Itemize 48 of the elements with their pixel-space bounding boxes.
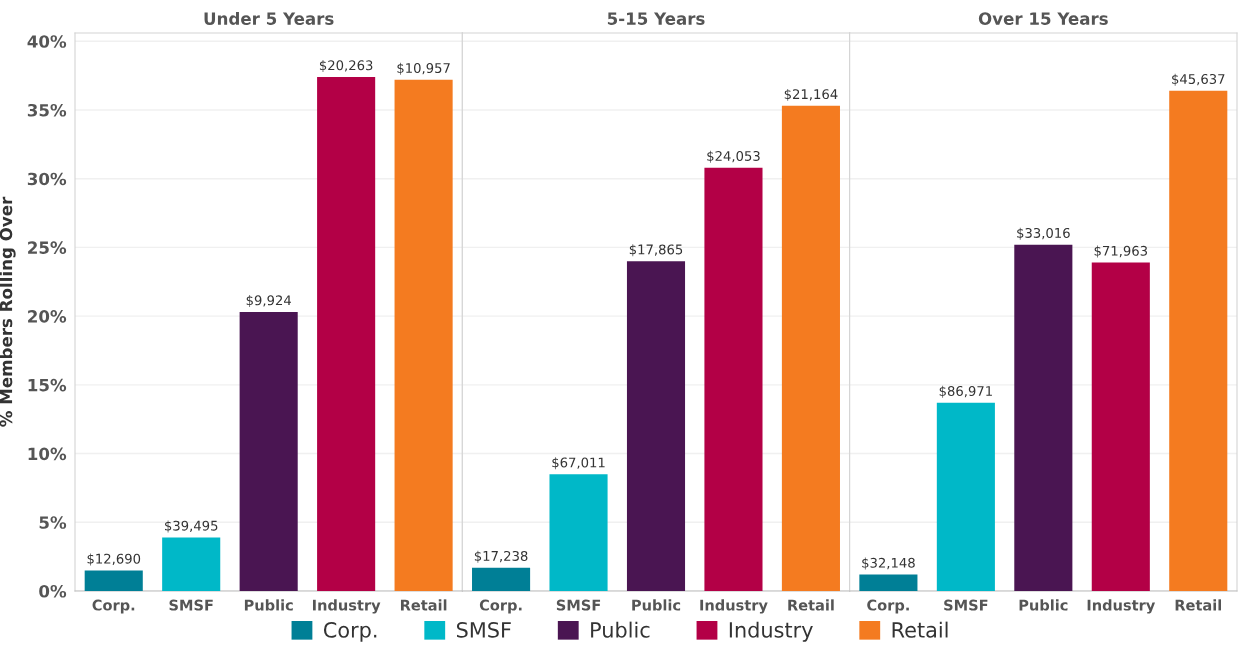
x-tick-label: Corp. (479, 599, 522, 614)
x-tick-label: Retail (400, 599, 447, 611)
annotation: $67,011 (552, 457, 605, 470)
annotation: $10,957 (397, 62, 450, 75)
legend-label: Public (591, 621, 650, 638)
x-tick-label: SMSF (169, 599, 213, 611)
annotation: $12,690 (87, 553, 141, 566)
annotation: $32,148 (862, 557, 915, 570)
annotation: $17,865 (629, 244, 683, 257)
x-tick-label: Corp. (92, 599, 135, 614)
x-tick-label: Industry (1087, 599, 1156, 614)
annotation: $17,238 (474, 550, 528, 563)
x-tick-label: Industry (312, 599, 381, 614)
legend-label: Industry (729, 621, 813, 642)
legend-label: SMSF (456, 622, 511, 638)
x-tick-label: SMSF (556, 599, 601, 611)
x-tick-label: Corp. (867, 599, 909, 614)
y-tick-label: 20% (28, 310, 67, 323)
annotation: $21,164 (784, 88, 838, 101)
x-tick-label: Public (244, 599, 293, 611)
x-tick-label: SMSF (944, 599, 988, 611)
y-axis-title: % Members Rolling Over (0, 196, 16, 427)
x-tick-label: Retail (788, 599, 834, 611)
annotation: $39,495 (165, 520, 218, 533)
annotation: $45,637 (1172, 73, 1225, 86)
y-tick-label: 35% (27, 103, 67, 117)
y-tick-label: 5% (39, 516, 67, 529)
legend-label: Retail (892, 621, 948, 638)
annotation: $86,971 (939, 385, 992, 398)
annotation: $33,016 (1017, 227, 1070, 240)
x-tick-label: Public (632, 599, 681, 611)
annotation: $9,924 (246, 295, 292, 308)
y-tick-label: 15% (28, 378, 67, 392)
chart-title: 5-15 Years (607, 12, 705, 25)
y-tick-label: 0% (39, 584, 67, 598)
y-tick-label: 40% (27, 35, 67, 48)
chart-title: Over 15 Years (978, 12, 1108, 25)
legend-label: Corp. (323, 622, 377, 642)
annotation: $71,963 (1094, 245, 1148, 258)
y-tick-label: 25% (28, 241, 67, 254)
y-tick-label: 10% (28, 447, 67, 461)
annotation: $20,263 (319, 60, 373, 73)
y-tick-label: 30% (27, 172, 67, 186)
annotation: $24,053 (707, 150, 760, 163)
x-tick-label: Public (1019, 599, 1068, 611)
x-tick-label: Industry (700, 599, 768, 614)
x-tick-label: Retail (1175, 599, 1222, 611)
chart-title: Under 5 Years (204, 12, 334, 25)
